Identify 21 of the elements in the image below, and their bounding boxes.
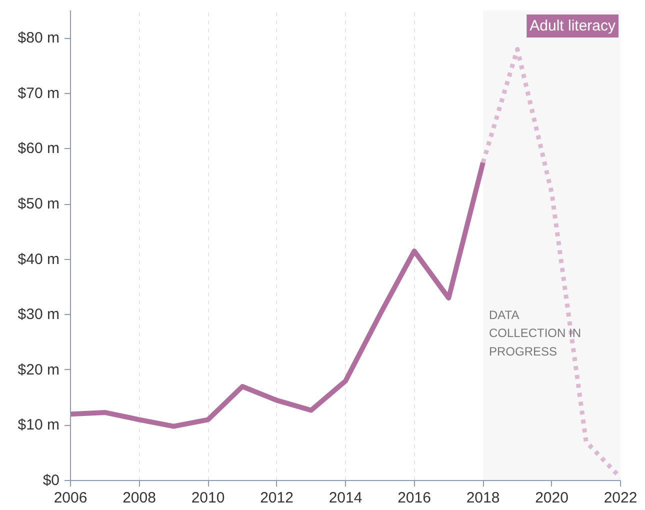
x-tick-label: 2010 bbox=[191, 490, 225, 506]
y-tick-label: $0 bbox=[42, 472, 60, 489]
y-tick-label: $20 m bbox=[18, 361, 60, 378]
text: Adult literacy bbox=[530, 18, 616, 34]
x-tick-label: 2012 bbox=[260, 490, 294, 506]
y-tick-label: $10 m bbox=[18, 416, 60, 434]
y-tick-label: $50 m bbox=[18, 196, 60, 213]
y-tick-label: $30 m bbox=[18, 306, 60, 324]
x-tick-label: 2016 bbox=[398, 490, 431, 506]
x-tick-label: 2018 bbox=[466, 490, 500, 506]
x-tick-label: 2006 bbox=[54, 490, 88, 506]
y-tick-label: $70 m bbox=[18, 84, 60, 102]
x-tick-label: 2020 bbox=[535, 490, 568, 506]
y-tick-label: $60 m bbox=[18, 140, 60, 158]
x-tick-label: 2022 bbox=[604, 490, 638, 506]
line-series bbox=[480, 46, 620, 480]
y-tick-label: $80 m bbox=[18, 30, 60, 47]
x-tick-label: 2008 bbox=[122, 490, 156, 506]
x-tick-label: 2014 bbox=[328, 490, 362, 506]
y-tick-label: $40 m bbox=[18, 250, 60, 268]
band-label: DATA COLLECTION IN PROGRESS bbox=[489, 308, 582, 358]
